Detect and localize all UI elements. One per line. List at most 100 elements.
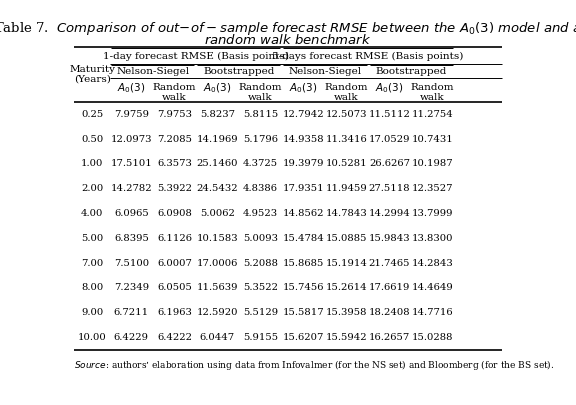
Text: 11.2754: 11.2754 [412, 110, 453, 119]
Text: 13.7999: 13.7999 [412, 209, 453, 218]
Text: 1-day forecast RMSE (Basis points): 1-day forecast RMSE (Basis points) [103, 51, 289, 61]
Text: walk: walk [334, 94, 359, 102]
Text: 16.2657: 16.2657 [369, 333, 410, 342]
Text: $A_0(3)$: $A_0(3)$ [289, 81, 317, 95]
Text: 4.8386: 4.8386 [243, 184, 278, 193]
Text: 5.9155: 5.9155 [243, 333, 278, 342]
Text: 5.0062: 5.0062 [200, 209, 235, 218]
Text: 6.0965: 6.0965 [114, 209, 149, 218]
Text: 15.2614: 15.2614 [325, 284, 367, 292]
Text: 15.3958: 15.3958 [326, 308, 367, 317]
Text: 15.4784: 15.4784 [283, 234, 324, 243]
Text: Nelson-Siegel: Nelson-Siegel [116, 68, 190, 77]
Text: 17.0006: 17.0006 [197, 259, 238, 268]
Text: $\it{random\ walk\ benchmark}$: $\it{random\ walk\ benchmark}$ [204, 33, 372, 47]
Text: $A_0(3)$: $A_0(3)$ [117, 81, 146, 95]
Text: 5.8237: 5.8237 [200, 110, 235, 119]
Text: $A_0(3)$: $A_0(3)$ [376, 81, 404, 95]
Text: 7.5100: 7.5100 [114, 259, 149, 268]
Text: 4.00: 4.00 [81, 209, 103, 218]
Text: 10.7431: 10.7431 [412, 135, 453, 144]
Text: 14.2843: 14.2843 [412, 259, 453, 268]
Text: 11.3416: 11.3416 [325, 135, 367, 144]
Text: 15.8685: 15.8685 [283, 259, 324, 268]
Text: 5.3922: 5.3922 [157, 184, 192, 193]
Text: 6.1126: 6.1126 [157, 234, 192, 243]
Text: 14.1969: 14.1969 [196, 135, 238, 144]
Text: 15.1914: 15.1914 [325, 259, 367, 268]
Text: 10.00: 10.00 [78, 333, 107, 342]
Text: Table 7.  $\it{Comparison\ of\ out}$$\it{-of-sample\ forecast\ RMSE\ between\ th: Table 7. $\it{Comparison\ of\ out}$$\it{… [0, 20, 576, 37]
Text: 5.2088: 5.2088 [243, 259, 278, 268]
Text: 10.5281: 10.5281 [325, 160, 367, 168]
Text: Random: Random [238, 83, 282, 92]
Text: 6.0447: 6.0447 [200, 333, 235, 342]
Text: 17.9351: 17.9351 [283, 184, 324, 193]
Text: Nelson-Siegel: Nelson-Siegel [289, 68, 362, 77]
Text: 10.1987: 10.1987 [412, 160, 453, 168]
Text: Random: Random [325, 83, 368, 92]
Text: 8.00: 8.00 [81, 284, 103, 292]
Text: 12.0973: 12.0973 [111, 135, 152, 144]
Text: 0.50: 0.50 [81, 135, 103, 144]
Text: 6.8395: 6.8395 [114, 234, 149, 243]
Text: 6.0505: 6.0505 [157, 284, 192, 292]
Text: 14.2782: 14.2782 [111, 184, 152, 193]
Text: 17.5101: 17.5101 [111, 160, 152, 168]
Text: 2.00: 2.00 [81, 184, 103, 193]
Text: 18.2408: 18.2408 [369, 308, 410, 317]
Text: 4.3725: 4.3725 [243, 160, 278, 168]
Text: 5.1796: 5.1796 [243, 135, 278, 144]
Text: 15.0288: 15.0288 [412, 333, 453, 342]
Text: 19.3979: 19.3979 [283, 160, 324, 168]
Text: 6.1963: 6.1963 [157, 308, 192, 317]
Text: 6.7211: 6.7211 [114, 308, 149, 317]
Text: 14.8562: 14.8562 [283, 209, 324, 218]
Text: 26.6267: 26.6267 [369, 160, 410, 168]
Text: 27.5118: 27.5118 [369, 184, 410, 193]
Text: 15.7456: 15.7456 [283, 284, 324, 292]
Text: 5.8115: 5.8115 [243, 110, 278, 119]
Text: Bootstrapped: Bootstrapped [203, 68, 275, 77]
Text: 12.5073: 12.5073 [326, 110, 367, 119]
Text: Bootstrapped: Bootstrapped [376, 68, 447, 77]
Text: 14.4649: 14.4649 [412, 284, 453, 292]
Text: 14.7843: 14.7843 [325, 209, 367, 218]
Text: 17.6619: 17.6619 [369, 284, 410, 292]
Text: 7.2085: 7.2085 [157, 135, 192, 144]
Text: (Years): (Years) [74, 75, 111, 84]
Text: 9.00: 9.00 [81, 308, 103, 317]
Text: 15.5942: 15.5942 [325, 333, 367, 342]
Text: 5.0093: 5.0093 [243, 234, 278, 243]
Text: $A_0(3)$: $A_0(3)$ [203, 81, 232, 95]
Text: 15.6207: 15.6207 [283, 333, 324, 342]
Text: Random: Random [153, 83, 196, 92]
Text: 1.00: 1.00 [81, 160, 103, 168]
Text: 6.4222: 6.4222 [157, 333, 192, 342]
Text: 7.2349: 7.2349 [114, 284, 149, 292]
Text: 6.0007: 6.0007 [157, 259, 192, 268]
Text: 11.5639: 11.5639 [196, 284, 238, 292]
Text: walk: walk [162, 94, 187, 102]
Text: 15.5817: 15.5817 [283, 308, 324, 317]
Text: 7.00: 7.00 [81, 259, 103, 268]
Text: 14.2994: 14.2994 [369, 209, 411, 218]
Text: 11.9459: 11.9459 [325, 184, 367, 193]
Text: 15.9843: 15.9843 [369, 234, 410, 243]
Text: 7.9759: 7.9759 [114, 110, 149, 119]
Text: 6.4229: 6.4229 [114, 333, 149, 342]
Text: 17.0529: 17.0529 [369, 135, 410, 144]
Text: 0.25: 0.25 [81, 110, 103, 119]
Text: walk: walk [420, 94, 445, 102]
Text: 11.5112: 11.5112 [369, 110, 411, 119]
Text: 10.1583: 10.1583 [196, 234, 238, 243]
Text: 12.3527: 12.3527 [412, 184, 453, 193]
Text: 24.5432: 24.5432 [196, 184, 238, 193]
Text: walk: walk [248, 94, 273, 102]
Text: 5.3522: 5.3522 [243, 284, 278, 292]
Text: 15.0885: 15.0885 [326, 234, 367, 243]
Text: 25.1460: 25.1460 [196, 160, 238, 168]
Text: 5-days forecast RMSE (Basis points): 5-days forecast RMSE (Basis points) [272, 51, 464, 61]
Text: 5.5129: 5.5129 [243, 308, 278, 317]
Text: 21.7465: 21.7465 [369, 259, 410, 268]
